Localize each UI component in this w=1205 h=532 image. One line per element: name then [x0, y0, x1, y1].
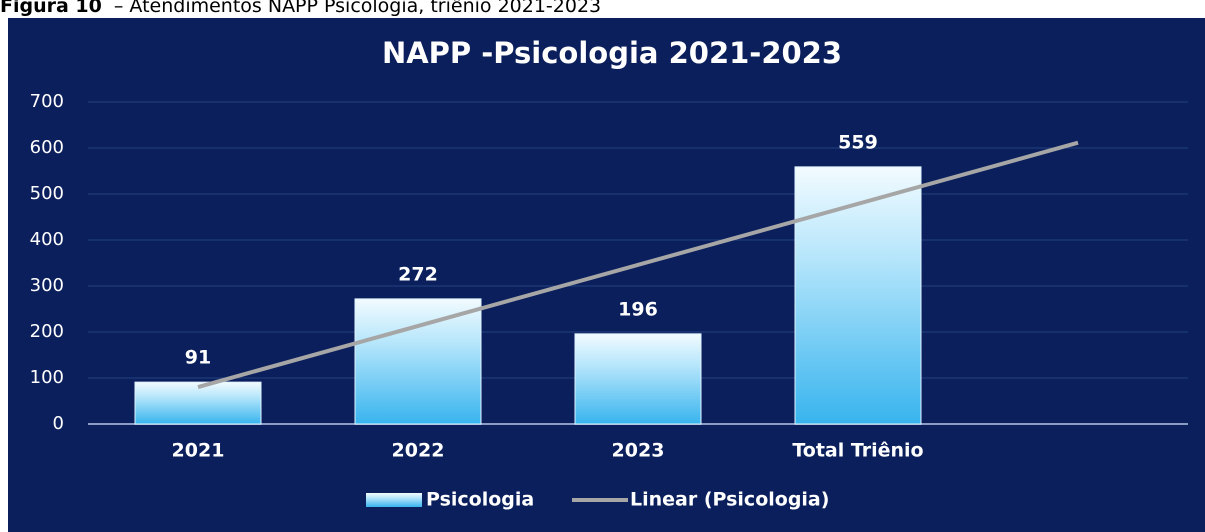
caption-text: – Atendimentos NAPP Psicologia, triênio …	[114, 0, 601, 17]
y-tick-label: 0	[53, 413, 64, 434]
caption: Figura 10 – Atendimentos NAPP Psicologia,…	[0, 0, 601, 17]
data-label: 196	[618, 298, 658, 320]
x-tick-label: 2021	[172, 440, 225, 462]
data-label: 91	[185, 347, 211, 369]
chart-title: NAPP -Psicologia 2021-2023	[382, 36, 842, 70]
bar	[354, 298, 482, 425]
bar	[134, 381, 262, 425]
data-label: 272	[398, 263, 438, 285]
caption-label: Figura 10	[0, 0, 102, 17]
y-tick-label: 100	[30, 367, 64, 388]
y-tick-label: 200	[30, 321, 64, 342]
x-tick-label: 2023	[612, 440, 665, 462]
y-tick-label: 600	[30, 137, 64, 158]
x-tick-label: Total Triênio	[792, 440, 923, 462]
data-label: 559	[838, 131, 878, 153]
trendline	[197, 140, 1079, 389]
bar	[574, 333, 702, 425]
legend-label: Linear (Psicologia)	[630, 489, 829, 511]
y-tick-label: 500	[30, 183, 64, 204]
bar	[794, 166, 922, 425]
y-tick-label: 300	[30, 275, 64, 296]
legend-swatch	[366, 493, 422, 507]
y-tick-label: 700	[30, 91, 64, 112]
y-tick-label: 400	[30, 229, 64, 250]
legend-label: Psicologia	[426, 489, 534, 511]
x-tick-label: 2022	[392, 440, 445, 462]
